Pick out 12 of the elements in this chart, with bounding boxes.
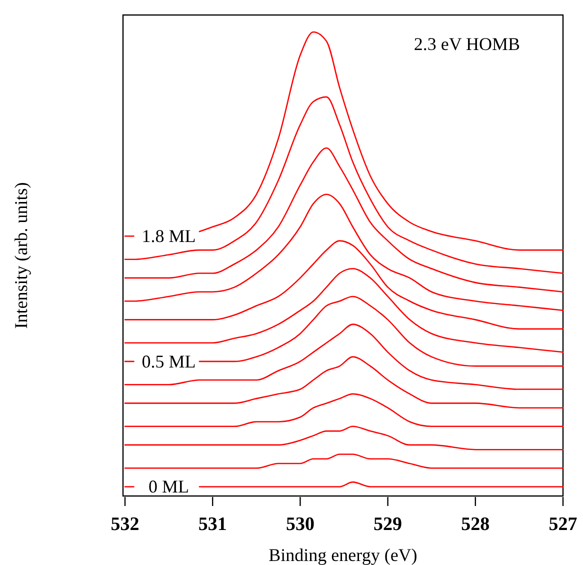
x-tick-label: 530 bbox=[286, 514, 314, 535]
series-label: 0 ML bbox=[148, 476, 190, 497]
series-label: 1.8 ML bbox=[142, 226, 196, 246]
x-tick-label: 528 bbox=[461, 514, 490, 535]
x-tick-label: 531 bbox=[198, 514, 227, 535]
x-tick-label: 527 bbox=[548, 514, 578, 535]
x-tick-label: 532 bbox=[110, 514, 140, 535]
annotation: 2.3 eV HOMB bbox=[414, 34, 520, 54]
y-axis-title: Intensity (arb. units) bbox=[11, 182, 31, 329]
x-tick-label: 529 bbox=[374, 514, 402, 535]
series-label: 0.5 ML bbox=[142, 351, 196, 372]
x-axis-title: Binding energy (eV) bbox=[268, 545, 418, 565]
